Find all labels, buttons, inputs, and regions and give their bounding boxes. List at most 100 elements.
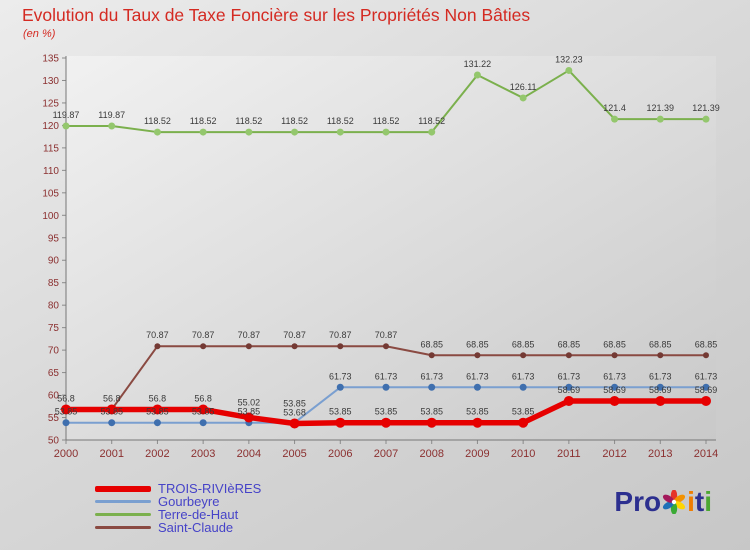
svg-text:70: 70 xyxy=(48,346,60,357)
svg-text:53.85: 53.85 xyxy=(283,398,306,408)
proxiti-logo: Pro i t i xyxy=(614,486,712,518)
svg-text:121.39: 121.39 xyxy=(692,103,720,113)
svg-text:118.52: 118.52 xyxy=(144,116,171,126)
svg-text:100: 100 xyxy=(42,211,59,222)
svg-text:55: 55 xyxy=(48,413,60,424)
svg-text:132.23: 132.23 xyxy=(555,54,583,64)
svg-text:118.52: 118.52 xyxy=(281,116,308,126)
svg-text:90: 90 xyxy=(48,256,60,267)
svg-text:61.73: 61.73 xyxy=(649,371,672,381)
svg-text:126.11: 126.11 xyxy=(510,82,537,92)
svg-text:70.87: 70.87 xyxy=(329,330,352,340)
svg-text:70.87: 70.87 xyxy=(192,330,215,340)
svg-text:68.85: 68.85 xyxy=(603,339,626,349)
svg-text:118.52: 118.52 xyxy=(327,116,354,126)
svg-text:53.85: 53.85 xyxy=(55,407,78,417)
svg-text:85: 85 xyxy=(48,278,60,289)
svg-text:53.85: 53.85 xyxy=(375,407,398,417)
svg-text:70.87: 70.87 xyxy=(283,330,306,340)
svg-text:58.69: 58.69 xyxy=(649,385,672,395)
legend-label-trois-rivieres: TROIS-RIVIèRES xyxy=(158,481,262,496)
svg-text:121.39: 121.39 xyxy=(647,103,675,113)
svg-text:68.85: 68.85 xyxy=(695,339,718,349)
svg-text:53.68: 53.68 xyxy=(283,407,306,417)
legend-item-gourbeyre: Gourbeyre xyxy=(95,495,261,508)
svg-text:2012: 2012 xyxy=(602,448,626,460)
svg-text:53.85: 53.85 xyxy=(238,407,261,417)
svg-text:2002: 2002 xyxy=(145,448,169,460)
svg-text:115: 115 xyxy=(43,143,59,154)
svg-text:53.85: 53.85 xyxy=(329,407,352,417)
svg-text:2014: 2014 xyxy=(694,448,718,460)
legend-swatch-trois-rivieres xyxy=(95,485,151,492)
svg-text:68.85: 68.85 xyxy=(420,339,443,349)
svg-text:58.69: 58.69 xyxy=(603,385,626,395)
logo-text-pre: Pro xyxy=(614,486,662,517)
svg-text:2011: 2011 xyxy=(557,448,581,460)
logo-letter-i2: i xyxy=(704,486,712,517)
legend-label-terre-de-haut: Terre-de-Haut xyxy=(158,507,239,522)
svg-text:55.02: 55.02 xyxy=(238,398,261,408)
svg-text:2009: 2009 xyxy=(465,448,489,460)
svg-text:119.87: 119.87 xyxy=(53,110,80,120)
svg-text:105: 105 xyxy=(42,188,59,199)
svg-text:2000: 2000 xyxy=(54,448,78,460)
svg-text:70.87: 70.87 xyxy=(146,330,169,340)
svg-text:61.73: 61.73 xyxy=(603,371,626,381)
svg-text:118.52: 118.52 xyxy=(190,116,217,126)
svg-text:53.85: 53.85 xyxy=(146,407,169,417)
logo-letter-t: t xyxy=(694,486,705,517)
svg-text:60: 60 xyxy=(48,391,60,402)
svg-text:119.87: 119.87 xyxy=(98,110,125,120)
svg-text:70.87: 70.87 xyxy=(375,330,398,340)
svg-text:53.85: 53.85 xyxy=(100,407,123,417)
svg-text:95: 95 xyxy=(48,233,60,244)
svg-text:65: 65 xyxy=(48,368,60,379)
svg-text:56.8: 56.8 xyxy=(149,393,167,403)
svg-text:56.8: 56.8 xyxy=(194,393,212,403)
chart-svg: 50 55 60 65 70 75 80 85 90 95 100 105 110 115 120 125 13… xyxy=(42,54,720,461)
legend-swatch-terre-de-haut xyxy=(95,513,151,516)
svg-text:118.52: 118.52 xyxy=(235,116,262,126)
svg-text:56.8: 56.8 xyxy=(57,393,75,403)
svg-text:131.22: 131.22 xyxy=(464,59,492,69)
pinwheel-icon xyxy=(663,490,686,514)
svg-text:61.73: 61.73 xyxy=(420,371,443,381)
svg-text:61.73: 61.73 xyxy=(375,371,398,381)
svg-text:121.4: 121.4 xyxy=(603,103,626,113)
svg-text:130: 130 xyxy=(42,76,59,87)
svg-text:58.69: 58.69 xyxy=(695,385,718,395)
legend-label-saint-claude: Saint-Claude xyxy=(158,520,234,535)
svg-text:68.85: 68.85 xyxy=(558,339,581,349)
svg-text:61.73: 61.73 xyxy=(695,371,718,381)
svg-text:56.8: 56.8 xyxy=(103,393,121,403)
svg-text:120: 120 xyxy=(42,121,59,132)
legend-swatch-gourbeyre xyxy=(95,500,151,503)
chart-legend: TROIS-RIVIèRES Gourbeyre Terre-de-Haut S… xyxy=(95,482,261,534)
svg-text:53.85: 53.85 xyxy=(192,407,215,417)
svg-text:61.73: 61.73 xyxy=(558,371,581,381)
svg-text:2006: 2006 xyxy=(328,448,352,460)
svg-text:61.73: 61.73 xyxy=(329,371,352,381)
svg-text:2013: 2013 xyxy=(648,448,672,460)
legend-item-terre-de-haut: Terre-de-Haut xyxy=(95,508,261,521)
svg-text:135: 135 xyxy=(42,54,59,65)
svg-text:53.85: 53.85 xyxy=(420,407,443,417)
svg-text:75: 75 xyxy=(48,323,60,334)
svg-text:68.85: 68.85 xyxy=(512,339,535,349)
svg-text:110: 110 xyxy=(43,166,59,177)
svg-text:68.85: 68.85 xyxy=(649,339,672,349)
svg-text:118.52: 118.52 xyxy=(373,116,400,126)
svg-text:70.87: 70.87 xyxy=(238,330,261,340)
page-title: Evolution du Taux de Taxe Foncière sur l… xyxy=(22,5,531,25)
svg-text:80: 80 xyxy=(48,301,60,312)
page-subtitle: (en %) xyxy=(23,28,56,40)
svg-text:2004: 2004 xyxy=(237,448,261,460)
svg-text:2003: 2003 xyxy=(191,448,215,460)
svg-text:118.52: 118.52 xyxy=(418,116,445,126)
svg-text:61.73: 61.73 xyxy=(466,371,489,381)
svg-text:58.69: 58.69 xyxy=(558,385,581,395)
svg-text:61.73: 61.73 xyxy=(512,371,535,381)
legend-label-gourbeyre: Gourbeyre xyxy=(158,494,220,509)
